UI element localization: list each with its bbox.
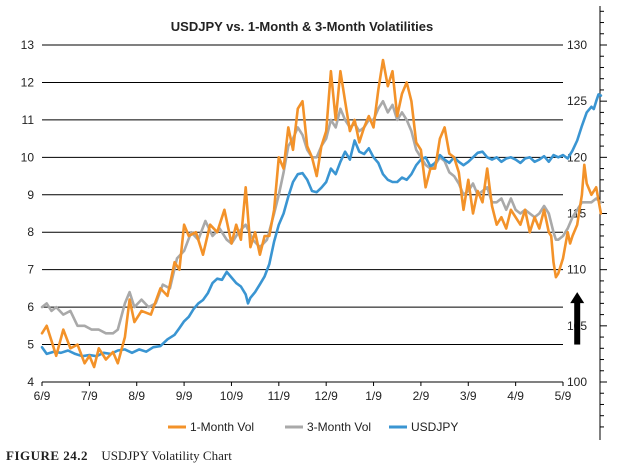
x-tick-label: 8/9 [128,389,145,403]
arrow-shaft [574,302,581,345]
chart-title: USDJPY vs. 1-Month & 3-Month Volatilitie… [171,19,433,34]
left-tick-label: 13 [21,38,35,52]
x-tick-label: 7/9 [81,389,98,403]
series-line-1-month-vol [40,58,603,369]
figure-caption: FIGURE 24.2 USDJPY Volatility Chart [6,448,232,464]
x-tick-label: 6/9 [34,389,51,403]
series-layer [40,58,603,369]
grid [42,44,563,383]
legend: 1-Month Vol 3-Month Vol USDJPY [168,420,458,434]
right-tick-label: 100 [567,375,587,389]
left-axis-ticks: 4 5 6 7 8 9 10 11 12 13 [21,38,35,389]
x-tick-label: 10/9 [220,389,244,403]
x-tick-label: 12/9 [315,389,339,403]
legend-label: 1-Month Vol [190,420,254,434]
left-tick-label: 9 [27,188,34,202]
left-tick-label: 10 [21,150,35,164]
figure-caption-text: USDJPY Volatility Chart [101,448,232,463]
arrow-head [570,292,585,304]
left-tick-label: 12 [21,75,35,89]
right-axis-ticks: 100105110115120125130 [567,6,607,440]
x-tick-label: 3/9 [460,389,477,403]
right-tick-label: 110 [567,263,586,277]
left-tick-label: 7 [27,263,34,277]
x-axis-ticks: 6/9 7/9 8/9 9/9 10/9 11/9 12/9 1/9 2/9 3/9 4/9 5/9 [34,382,572,403]
left-tick-label: 4 [27,375,34,389]
left-tick-label: 11 [22,113,35,127]
right-tick-label: 130 [567,38,587,52]
figure-label: FIGURE 24.2 [6,448,89,463]
x-tick-label: 1/9 [365,389,382,403]
x-tick-label: 11/9 [268,389,291,403]
legend-label: USDJPY [411,420,458,434]
x-tick-label: 4/9 [507,389,524,403]
right-tick-label: 120 [567,150,587,164]
left-tick-label: 6 [27,300,34,314]
x-tick-label: 2/9 [413,389,430,403]
series-line-usdjpy [40,93,603,358]
annotation-layer [570,292,585,345]
x-tick-label: 5/9 [555,389,572,403]
left-tick-label: 8 [27,225,34,239]
right-tick-label: 125 [567,94,587,108]
left-tick-label: 5 [27,338,34,352]
x-tick-label: 9/9 [176,389,193,403]
legend-label: 3-Month Vol [307,420,371,434]
